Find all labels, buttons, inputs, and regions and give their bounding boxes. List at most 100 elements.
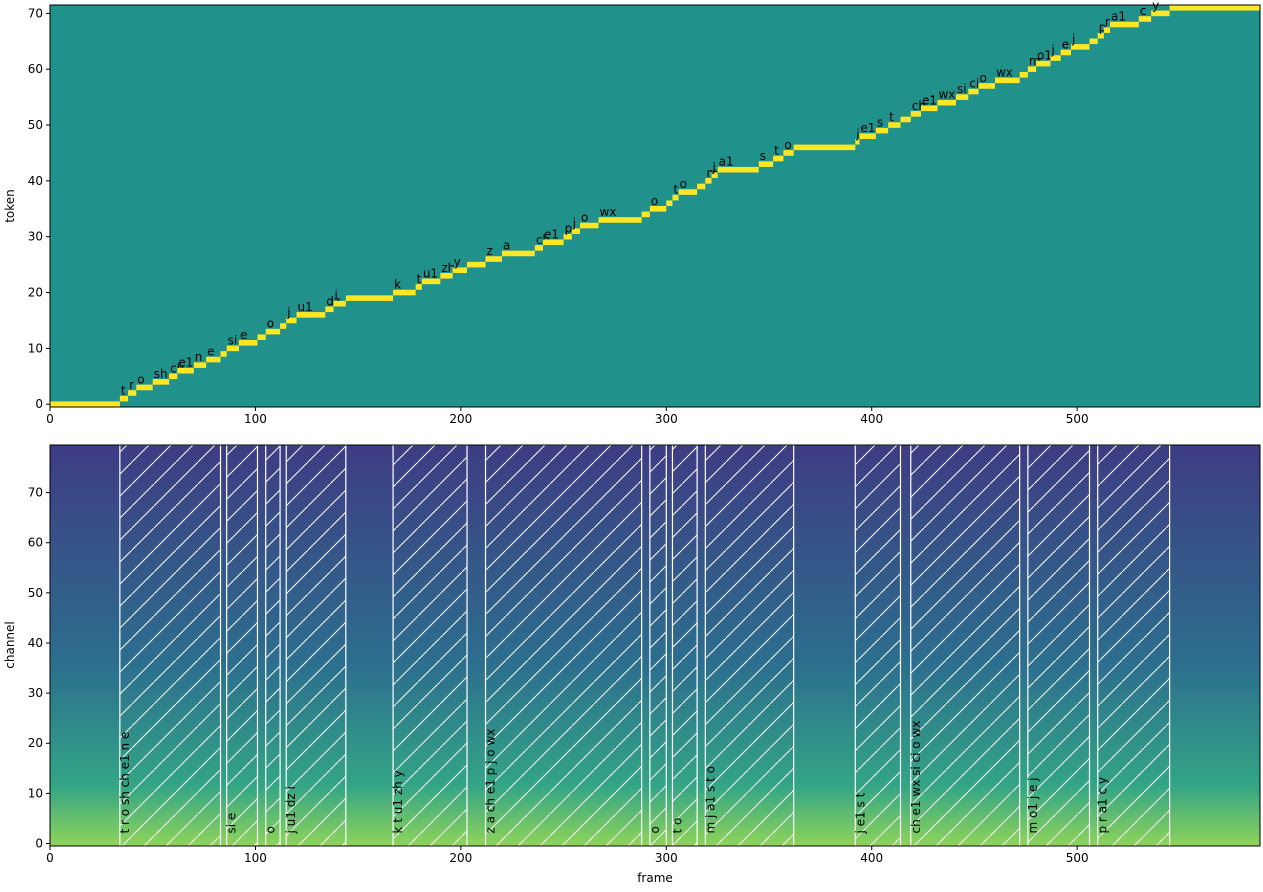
y-axis-label: channel [3, 621, 17, 668]
alignment-cell [543, 239, 564, 246]
token-label: m [1029, 54, 1041, 68]
x-tick-label: 0 [46, 851, 54, 865]
alignment-cell [1138, 16, 1152, 22]
token-label: o [980, 71, 987, 85]
alignment-cell [1019, 72, 1028, 78]
alignment-cell [563, 233, 572, 240]
x-tick-label: 300 [655, 412, 678, 426]
alignment-cell [921, 105, 938, 112]
alignment-cell [1169, 5, 1260, 11]
token-label: e [207, 345, 214, 359]
token-label: a [503, 238, 510, 252]
word-label: o [264, 826, 278, 833]
token-label: j [1050, 43, 1054, 57]
token-label: y [1152, 0, 1159, 12]
alignment-cell [773, 155, 784, 162]
token-label: j [572, 216, 576, 230]
token-label: j [1071, 32, 1075, 46]
word-label: o [648, 826, 662, 833]
token-label: zh [441, 261, 455, 275]
token-label: e1 [544, 227, 559, 241]
x-tick-label: 0 [46, 412, 54, 426]
token-label: o1 [1037, 49, 1052, 63]
word-span [285, 444, 347, 847]
alignment-cell [1027, 66, 1037, 72]
token-label: e1 [178, 356, 193, 370]
token-label: e [240, 328, 247, 342]
alignment-cell [758, 161, 774, 167]
token-label: n [195, 350, 203, 364]
alignment-cell [238, 340, 258, 346]
word-span [1027, 444, 1091, 847]
alignment-cell [485, 256, 502, 262]
token-label: sh [154, 367, 168, 381]
word-span [119, 444, 222, 847]
token-label: o [680, 177, 687, 191]
token-label: k [394, 278, 401, 292]
y-tick-label: 70 [28, 486, 43, 500]
token-label: y [454, 255, 461, 269]
x-tick-label: 500 [1066, 412, 1089, 426]
token-label: c [1140, 4, 1147, 18]
word-span [484, 444, 643, 847]
y-tick-label: 60 [28, 536, 43, 550]
token-label: p [565, 222, 573, 236]
x-tick-label: 300 [655, 851, 678, 865]
alignment-cell [220, 351, 227, 357]
alignment-cell [793, 144, 856, 151]
alignment-cell [1060, 49, 1072, 56]
token-label: o [651, 194, 658, 208]
alignment-cell [1110, 21, 1139, 28]
alignment-cell [128, 390, 137, 396]
alignment-cell [571, 228, 581, 234]
token-label: t [121, 384, 126, 398]
y-tick-label: 20 [28, 286, 43, 300]
alignment-cell [333, 300, 346, 307]
token-label: wx [600, 205, 617, 219]
alignment-cell [393, 289, 416, 296]
alignment-cell [296, 312, 326, 318]
alignment-cell [440, 273, 453, 279]
token-label: j [286, 305, 290, 319]
alignment-cell [193, 362, 207, 368]
alignment-cell [937, 99, 956, 106]
alignment-cell [1050, 55, 1061, 61]
alignment-cell [711, 172, 718, 179]
token-label: o [137, 372, 144, 386]
alignment-cell [169, 373, 178, 380]
token-label: r [1105, 15, 1110, 29]
x-tick-label: 200 [449, 412, 472, 426]
word-label: ch e1 wx si ci o wx [909, 721, 923, 834]
alignment-cell [672, 194, 679, 201]
word-label: k t u1 zh y [391, 770, 405, 833]
token-label: e1 [922, 93, 937, 107]
token-label: z [487, 244, 493, 258]
alignment-cell [705, 178, 712, 184]
y-tick-label: 30 [28, 686, 43, 700]
alignment-cell [119, 395, 129, 402]
word-label: t o [670, 818, 684, 834]
word-span [704, 444, 795, 847]
token-label: s [877, 116, 883, 130]
token-label: wx [996, 65, 1013, 79]
alignment-cell [678, 189, 698, 195]
alignment-cell [534, 245, 544, 251]
alignment-cell [345, 295, 394, 301]
alignment-cell [257, 334, 266, 340]
token-label: r [129, 378, 134, 392]
y-tick-label: 20 [28, 736, 43, 750]
alignment-cell [978, 83, 995, 89]
alignment-cell [717, 166, 759, 173]
alignment-cell [280, 323, 287, 329]
alignment-cell [697, 183, 706, 190]
y-tick-label: 50 [28, 118, 43, 132]
token-label: t [774, 144, 779, 158]
alignment-cell [666, 200, 673, 206]
alignment-cell [641, 211, 650, 218]
y-tick-label: 40 [28, 174, 43, 188]
alignment-cell [467, 261, 486, 268]
word-label: j e1 s t [853, 792, 867, 834]
alignment-cell [177, 367, 194, 374]
x-tick-label: 400 [860, 412, 883, 426]
